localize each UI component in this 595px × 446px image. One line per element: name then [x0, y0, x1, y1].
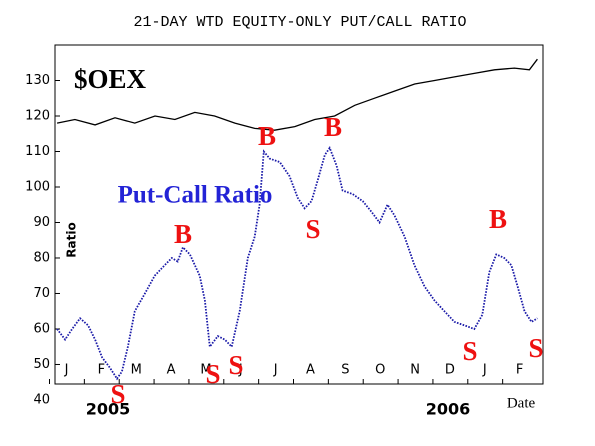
annotation: S [528, 333, 543, 363]
y-tick-label: 100 [25, 179, 50, 194]
x-tick-label: F [516, 363, 523, 378]
y-tick-label: 40 [33, 392, 50, 407]
x-tick-label: J [482, 363, 487, 378]
y-tick-label: 80 [33, 250, 50, 265]
chart-title: 21-DAY WTD EQUITY-ONLY PUT/CALL RATIO [133, 14, 466, 31]
y-tick-label: 110 [25, 144, 50, 159]
year-label: 2006 [426, 400, 471, 419]
x-tick-label: N [410, 363, 420, 378]
series-line [56, 145, 538, 381]
annotation: B [489, 204, 507, 234]
x-tick-label: J [238, 363, 243, 378]
x-tick-label: J [64, 363, 69, 378]
y-tick-label: 60 [33, 321, 50, 336]
annotation: S [228, 350, 243, 380]
y-tick-label: 70 [33, 286, 50, 301]
x-tick-label: O [375, 363, 385, 378]
year-label: 2005 [86, 400, 131, 419]
x-tick-label: A [306, 363, 315, 378]
annotation: S [305, 214, 320, 244]
y-tick-label: 50 [33, 357, 50, 372]
x-tick-label: M [131, 363, 142, 378]
annotation: Put-Call Ratio [118, 182, 273, 209]
x-tick-label: F [98, 363, 105, 378]
y-tick-label: 130 [25, 73, 50, 88]
x-tick-label: J [273, 363, 278, 378]
annotation: B [174, 219, 192, 249]
annotation: B [324, 112, 342, 142]
annotation: S [110, 379, 125, 409]
annotation: $OEX [74, 64, 147, 94]
x-axis-label: Date [507, 395, 536, 411]
x-tick-label: A [167, 363, 176, 378]
annotation: S [205, 359, 220, 389]
x-tick-label: S [341, 363, 349, 378]
x-tick-label: D [445, 363, 455, 378]
y-tick-label: 90 [33, 215, 50, 230]
annotation: S [462, 336, 477, 366]
x-tick-label: M [200, 363, 211, 378]
series-line [56, 58, 538, 131]
plot-frame [54, 44, 544, 385]
annotation: B [258, 121, 276, 151]
y-tick-label: 120 [25, 108, 50, 123]
y-axis-label: Ratio [65, 222, 79, 257]
